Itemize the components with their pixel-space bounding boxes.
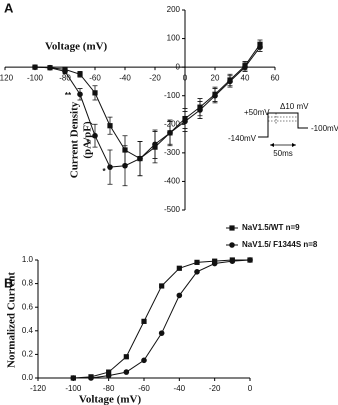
marker: [229, 258, 236, 264]
marker: [70, 375, 77, 381]
marker: [194, 259, 200, 265]
marker: [92, 90, 98, 96]
series-line: [34, 43, 261, 160]
x-tick-label: 60: [271, 73, 280, 82]
y-tick-label: 0.8: [22, 279, 34, 288]
inset-label: Δ10 mV: [280, 102, 309, 111]
marker: [194, 269, 200, 275]
legend-marker: [229, 242, 235, 248]
x-tick-label: 40: [241, 73, 250, 82]
marker: [62, 68, 68, 75]
marker: [257, 44, 263, 50]
y-tick-label: 100: [167, 34, 181, 43]
marker: [137, 155, 143, 162]
x-tick-label: -40: [174, 384, 186, 393]
marker: [123, 354, 129, 360]
x-tick-label: -60: [138, 384, 150, 393]
x-tick-label: -20: [149, 73, 161, 82]
marker: [159, 283, 165, 289]
marker: [152, 141, 158, 148]
panel-label: B: [4, 275, 13, 290]
protocol-line: [258, 112, 308, 138]
inset-label: 50ms: [273, 149, 293, 158]
series-line: [73, 259, 251, 379]
marker: [247, 257, 253, 263]
x-tick-label: -20: [209, 384, 221, 393]
marker: [197, 107, 203, 113]
y-tick-label: 0: [176, 62, 181, 71]
x-tick-label: -100: [65, 384, 82, 393]
series: [32, 42, 263, 187]
x-tick-label: -40: [119, 73, 131, 82]
marker: [167, 130, 173, 136]
legend-label: NaV1.5/ F1344S n=8: [242, 240, 318, 249]
marker: [47, 64, 53, 71]
y-axis-title: Normalized Current: [6, 272, 18, 368]
marker: [107, 123, 113, 129]
marker: [211, 260, 218, 267]
x-tick-label: -60: [89, 73, 101, 82]
marker: [105, 372, 112, 379]
marker: [107, 164, 113, 170]
y-tick-label: -400: [164, 177, 181, 186]
y-tick-label: 0.6: [22, 302, 34, 311]
y-tick-label: -100: [164, 91, 181, 100]
legend-marker: [229, 225, 235, 231]
x-tick-label: 20: [211, 73, 220, 82]
marker: [182, 118, 188, 125]
x-tick-label: -80: [103, 384, 115, 393]
marker: [92, 132, 98, 139]
marker: [242, 64, 248, 70]
legend-label: NaV1.5/WT n=9: [242, 223, 300, 232]
x-tick-label: -120: [0, 73, 14, 82]
inset-label: +50mV: [244, 108, 270, 117]
marker: [106, 369, 112, 375]
marker: [227, 78, 233, 85]
y-tick-label: -500: [164, 205, 181, 214]
protocol-inset: [258, 112, 308, 147]
marker: [32, 64, 38, 70]
marker: [123, 369, 130, 375]
marker: [176, 292, 183, 299]
marker: [212, 92, 218, 99]
x-tick-label: -100: [27, 73, 44, 82]
y-tick-label: 1.0: [22, 255, 34, 264]
annotation: **: [65, 91, 72, 100]
y-tick-label: 0.2: [22, 350, 34, 359]
panel-label: A: [4, 0, 14, 15]
marker: [176, 265, 182, 271]
marker: [88, 375, 94, 381]
x-axis-title: Voltage (mV): [79, 394, 142, 405]
marker: [77, 71, 83, 77]
series-line: [73, 259, 250, 379]
annotation: *: [86, 138, 90, 147]
x-tick-label: -80: [59, 73, 71, 82]
annotation: *: [102, 167, 106, 176]
y-tick-label: 200: [167, 5, 181, 14]
x-tick-label: -120: [30, 384, 47, 393]
inset-label: -140mV: [228, 134, 257, 143]
y-tick-label: 0.4: [22, 326, 34, 335]
marker: [158, 330, 165, 336]
y-axis-title: (pA/pF): [82, 121, 94, 159]
x-axis-title: Voltage (mV): [45, 41, 108, 53]
marker: [77, 91, 83, 98]
marker: [122, 162, 128, 169]
series-line: [34, 46, 261, 168]
y-tick-label: -300: [164, 148, 181, 157]
x-tick-label: 0: [248, 384, 253, 393]
y-axis-title: Current Density: [69, 101, 81, 178]
marker: [141, 318, 147, 324]
y-tick-label: 0.0: [22, 373, 34, 382]
y-tick-label: -200: [164, 119, 181, 128]
marker: [141, 357, 147, 364]
x-tick-label: 0: [183, 73, 188, 82]
series: [70, 257, 253, 381]
inset-label: -100mV: [311, 124, 338, 133]
series: [32, 39, 263, 177]
series: [70, 257, 253, 381]
